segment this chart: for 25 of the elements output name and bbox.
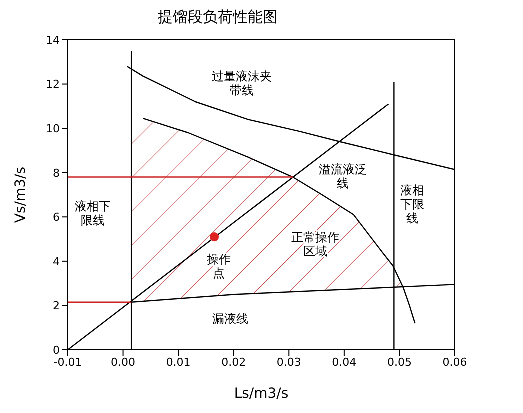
x-tick-label: 0.00: [111, 356, 136, 369]
x-tick-label: 0.05: [387, 356, 412, 369]
y-tick-label: 2: [53, 300, 60, 313]
x-tick-label: 0.06: [442, 356, 468, 369]
x-tick-label: -0.01: [54, 356, 82, 369]
x-tick-label: 0.01: [166, 356, 191, 369]
x-tick-label: 0.04: [332, 356, 357, 369]
chart-title: 提馏段负荷性能图: [157, 8, 279, 28]
x-tick-label: 0.02: [222, 356, 246, 369]
annotation: 液相下限线: [75, 200, 112, 228]
y-tick-label: 4: [53, 255, 60, 268]
annotation: 液相下限线: [400, 183, 424, 226]
y-tick-label: 6: [53, 211, 60, 224]
x-tick-label: 0.03: [276, 356, 302, 369]
annotation: 操作点: [206, 252, 231, 280]
annotation: 过量液沫夹带线: [212, 69, 272, 98]
y-axis-title: Vs/m3/s: [12, 166, 29, 224]
y-tick-label: 10: [46, 122, 60, 136]
y-tick-label: 14: [46, 34, 60, 47]
annotation: 溢流液泛线: [318, 162, 367, 190]
annotation: 漏液线: [212, 312, 249, 326]
x-axis-title: Ls/m3/s: [234, 386, 289, 402]
y-tick-label: 12: [46, 78, 60, 92]
y-tick-label: 0: [53, 344, 60, 357]
y-tick-label: 8: [53, 166, 60, 180]
